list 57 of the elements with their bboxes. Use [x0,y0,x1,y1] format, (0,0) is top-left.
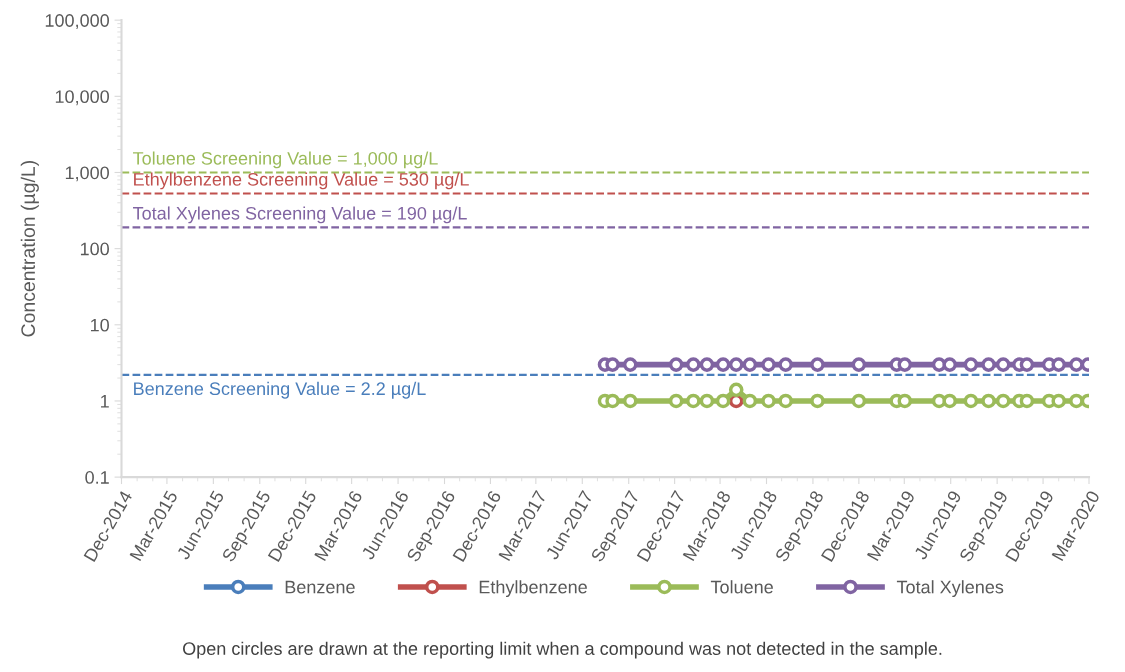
ref-line-label: Benzene Screening Value = 2.2 µg/L [134,381,426,399]
point [981,357,996,372]
ref-line-label: Toluene Screening Value = 1,000 µg/L [133,151,438,169]
y-tick-label: 100,000 [45,14,109,30]
point [699,393,715,409]
point [942,357,957,372]
point [810,357,825,372]
y-axis-title: Concentration (µg/L) [20,161,39,337]
point [897,357,913,372]
point [715,357,731,372]
point [742,357,758,372]
point [981,393,996,409]
point [995,393,1011,409]
point [1051,357,1067,372]
legend-label: Toluene [710,580,773,594]
point [622,393,638,409]
point [605,393,620,409]
point [778,357,793,372]
point [761,393,776,409]
point [778,393,793,409]
point [810,393,825,409]
point [1069,357,1084,372]
point [963,393,979,409]
ref-line-label: Total Xylenes Screening Value = 190 µg/L [133,206,467,224]
point [1019,393,1035,409]
ref-line-label: Ethylbenzene Screening Value = 530 µg/L [134,172,469,190]
point [686,357,701,372]
y-tick-label: 1,000 [65,166,109,182]
legend-label: Benzene [285,580,355,594]
point [728,357,744,372]
point [742,393,758,409]
point [686,393,701,409]
text: Open circles are drawn at the reporting limit when a compound was not detected in the sample. [183,641,942,659]
point [668,393,684,409]
point [995,357,1011,372]
point [761,357,776,372]
point [622,357,638,372]
point [728,382,744,398]
y-tick-label: 1 [101,395,109,408]
point [851,357,867,372]
point [963,357,979,372]
point [715,393,731,409]
y-tick-label: 0.1 [85,471,109,484]
point [1069,393,1084,409]
legend-label: Ethylbenzene [479,580,587,598]
point [942,393,957,409]
point [851,393,867,409]
point [668,357,684,372]
y-tick-label: 10 [90,318,109,332]
point [897,393,913,409]
legend-label: Total Xylenes [896,580,1004,598]
y-tick-label: 10,000 [55,90,109,106]
point [699,357,715,372]
y-tick-label: 100 [80,242,109,256]
point [1051,393,1067,409]
point [605,357,620,372]
point [1019,357,1035,372]
